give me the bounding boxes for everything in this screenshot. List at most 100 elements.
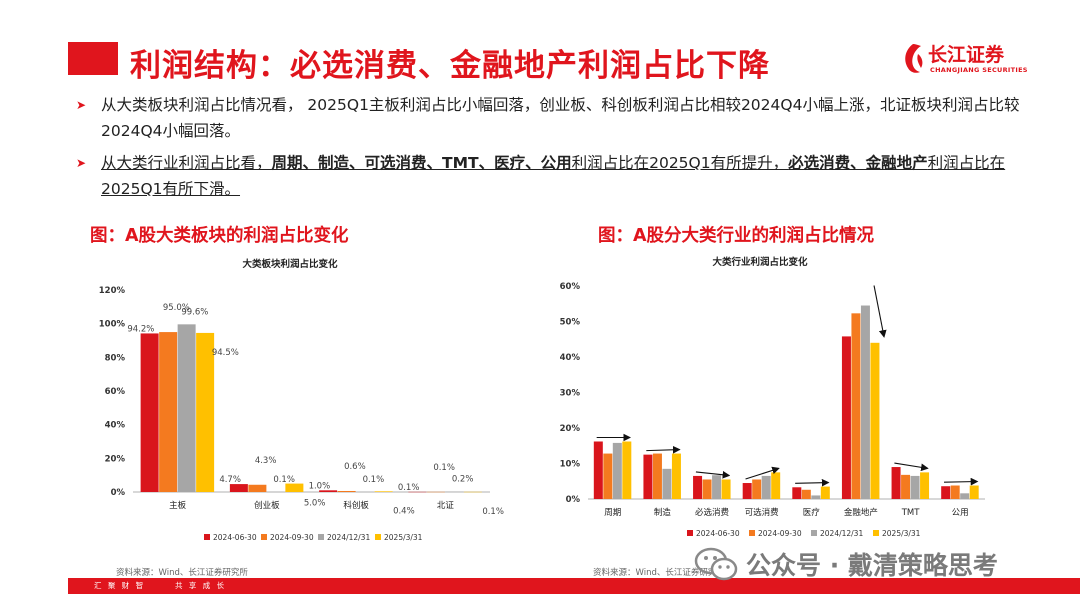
- bar: [693, 475, 703, 499]
- x-tick-label: 公用: [952, 508, 969, 518]
- y-tick-label: 80%: [105, 353, 126, 363]
- trend-arrow: [646, 445, 681, 454]
- watermark-text: 公众号 · 戴清策略思考: [746, 551, 998, 580]
- data-label: 0.1%: [273, 475, 295, 485]
- bar: [841, 336, 851, 499]
- legend-swatch: [749, 530, 755, 536]
- bar: [248, 484, 267, 492]
- y-tick-label: 20%: [560, 424, 581, 434]
- footer-bar: [68, 578, 1080, 594]
- y-tick-label: 120%: [99, 286, 126, 296]
- chart-title: 大类板块利润占比变化: [242, 258, 338, 270]
- bar: [860, 305, 870, 499]
- y-tick-label: 30%: [560, 389, 581, 399]
- data-label: 0.1%: [433, 463, 455, 473]
- bar: [612, 442, 622, 499]
- trend-arrow: [795, 478, 830, 487]
- bullet-text-post: 利润占比在: [927, 154, 1006, 172]
- bar: [319, 490, 338, 492]
- bar: [950, 485, 960, 499]
- data-label: 0.1%: [363, 475, 385, 485]
- data-label: 0.2%: [452, 475, 474, 485]
- x-tick-label: 金融地产: [844, 507, 878, 518]
- logo-mark-icon: [905, 44, 923, 73]
- page-title: 利润结构：必选消费、金融地产利润占比下降: [130, 48, 770, 84]
- bar: [671, 453, 681, 499]
- legend-label: 2024/12/31: [327, 533, 370, 542]
- legend-label: 2025/3/31: [882, 529, 921, 538]
- data-label: 5.0%: [304, 499, 326, 509]
- y-tick-label: 60%: [105, 387, 126, 397]
- legend-label: 2024-09-30: [758, 529, 802, 538]
- legend-swatch: [204, 534, 210, 540]
- bar: [643, 454, 653, 499]
- bullet-text-prefix: 从大类行业利润占比看，: [101, 154, 272, 172]
- x-tick-label: 主板: [169, 500, 187, 511]
- legend-label: 2024-06-30: [696, 529, 740, 538]
- title-accent-bar: [68, 42, 118, 75]
- data-label: 95.0%: [163, 303, 190, 313]
- trend-arrow: [894, 462, 929, 472]
- bar: [820, 486, 830, 499]
- trend-arrow: [745, 466, 780, 480]
- bar: [941, 486, 951, 499]
- legend-label: 2024/12/31: [820, 529, 863, 538]
- y-tick-label: 40%: [560, 353, 581, 363]
- bullet-highlight-fall: 必选消费、金融地产: [788, 154, 928, 172]
- bar: [920, 472, 930, 499]
- bar: [702, 479, 712, 499]
- bar: [662, 468, 672, 499]
- bullet-text-mid: 利润占比在2025Q1有所提升，: [571, 154, 789, 172]
- x-tick-label: 制造: [654, 507, 672, 518]
- bar: [811, 495, 821, 499]
- x-tick-label: 北证: [437, 501, 455, 511]
- bar: [593, 441, 603, 499]
- data-label: 4.3%: [255, 456, 277, 466]
- logo-name-en: CHANGJIANG SECURITIES: [930, 66, 1028, 74]
- left-figure-title: 图：A股大类板块的利润占比变化: [90, 226, 349, 246]
- bullet-list: ➤ 从大类板块利润占比情况看， 2025Q1主板利润占比小幅回落，创业板、科创板…: [76, 92, 1036, 208]
- legend-swatch: [261, 534, 267, 540]
- logo-name-cn: 长江证券: [928, 44, 1005, 66]
- bullet-highlight-rise: 周期、制造、可选消费、TMT、医疗、公用: [271, 154, 572, 172]
- bar: [960, 493, 970, 499]
- y-tick-label: 60%: [560, 282, 581, 292]
- bar: [603, 453, 613, 499]
- bar: [652, 453, 662, 499]
- legend-label: 2025/3/31: [384, 533, 423, 542]
- bar: [285, 483, 304, 492]
- legend-swatch: [811, 530, 817, 536]
- legend-label: 2024-06-30: [213, 533, 257, 542]
- bar: [196, 332, 215, 492]
- bar: [969, 485, 979, 499]
- trend-arrow: [873, 285, 887, 338]
- bar: [622, 441, 632, 499]
- x-tick-label: 医疗: [803, 507, 821, 518]
- data-label: 99.6%: [181, 307, 208, 317]
- bar: [140, 333, 159, 492]
- data-label: 0.6%: [344, 462, 366, 472]
- bullet-arrow-icon: ➤: [76, 156, 87, 170]
- data-label: 4.7%: [219, 475, 241, 485]
- legend-label: 2024-09-30: [270, 533, 314, 542]
- bar: [792, 487, 802, 499]
- data-label: 1.0%: [309, 481, 331, 491]
- wechat-watermark: 公众号 · 戴清策略思考: [694, 540, 1069, 588]
- bar: [177, 324, 196, 492]
- bar: [712, 475, 722, 499]
- y-tick-label: 40%: [105, 421, 126, 431]
- legend-swatch: [873, 530, 879, 536]
- bullet-text: 从大类板块利润占比情况看， 2025Q1主板利润占比小幅回落，创业板、科创板利润…: [101, 96, 1020, 140]
- y-tick-label: 20%: [105, 454, 126, 464]
- bar: [870, 342, 880, 499]
- bar: [159, 332, 178, 492]
- data-label: 0.4%: [393, 506, 415, 516]
- trend-arrow: [695, 470, 731, 479]
- bar: [901, 474, 911, 499]
- right-figure-title: 图：A股分大类行业的利润占比情况: [598, 226, 875, 246]
- legend-swatch: [318, 534, 324, 540]
- bar: [910, 475, 920, 499]
- x-tick-label: 创业板: [254, 500, 280, 511]
- bullet-item: ➤ 从大类行业利润占比看，周期、制造、可选消费、TMT、医疗、公用利润占比在20…: [76, 150, 1036, 202]
- y-tick-label: 10%: [560, 460, 581, 470]
